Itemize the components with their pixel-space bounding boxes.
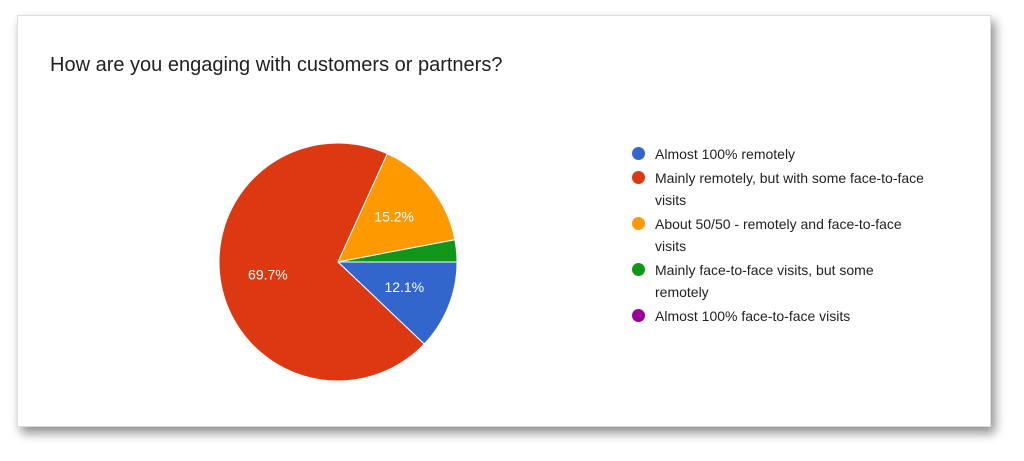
chart-title: How are you engaging with customers or p… <box>50 54 503 76</box>
chart: 12.1% 69.7% 15.2% <box>218 142 458 382</box>
legend: Almost 100% remotely Mainly remotely, but… <box>630 143 930 329</box>
legend-label: About 50/50 - remotely and face-to-face … <box>655 216 902 254</box>
legend-marker <box>632 171 645 184</box>
pie-slice <box>336 261 458 345</box>
legend-label: Almost 100% face-to-face visits <box>655 308 851 324</box>
legend-item: Mainly remotely, but with some face-to-f… <box>630 167 930 211</box>
legend-item: Almost 100% remotely <box>630 143 930 165</box>
legend-marker <box>632 217 645 230</box>
pie-slice <box>218 142 425 382</box>
legend-label: Almost 100% remotely <box>655 146 796 162</box>
slice-label: 15.2% <box>374 209 414 225</box>
chart-card: How are you engaging with customers or p… <box>17 15 991 427</box>
legend-item: Almost 100% face-to-face visits <box>630 305 930 327</box>
legend-label: Mainly remotely, but with some face-to-f… <box>655 170 924 208</box>
slice-label: 69.7% <box>248 266 288 282</box>
legend-marker <box>632 309 645 322</box>
slice-label: 12.1% <box>384 279 424 295</box>
legend-marker <box>632 263 645 276</box>
legend-label: Mainly face-to-face visits, but some rem… <box>655 262 874 300</box>
pie-slice <box>337 153 456 263</box>
legend-item: Mainly face-to-face visits, but some rem… <box>630 259 930 303</box>
legend-item: About 50/50 - remotely and face-to-face … <box>630 213 930 257</box>
legend-marker <box>632 147 645 160</box>
